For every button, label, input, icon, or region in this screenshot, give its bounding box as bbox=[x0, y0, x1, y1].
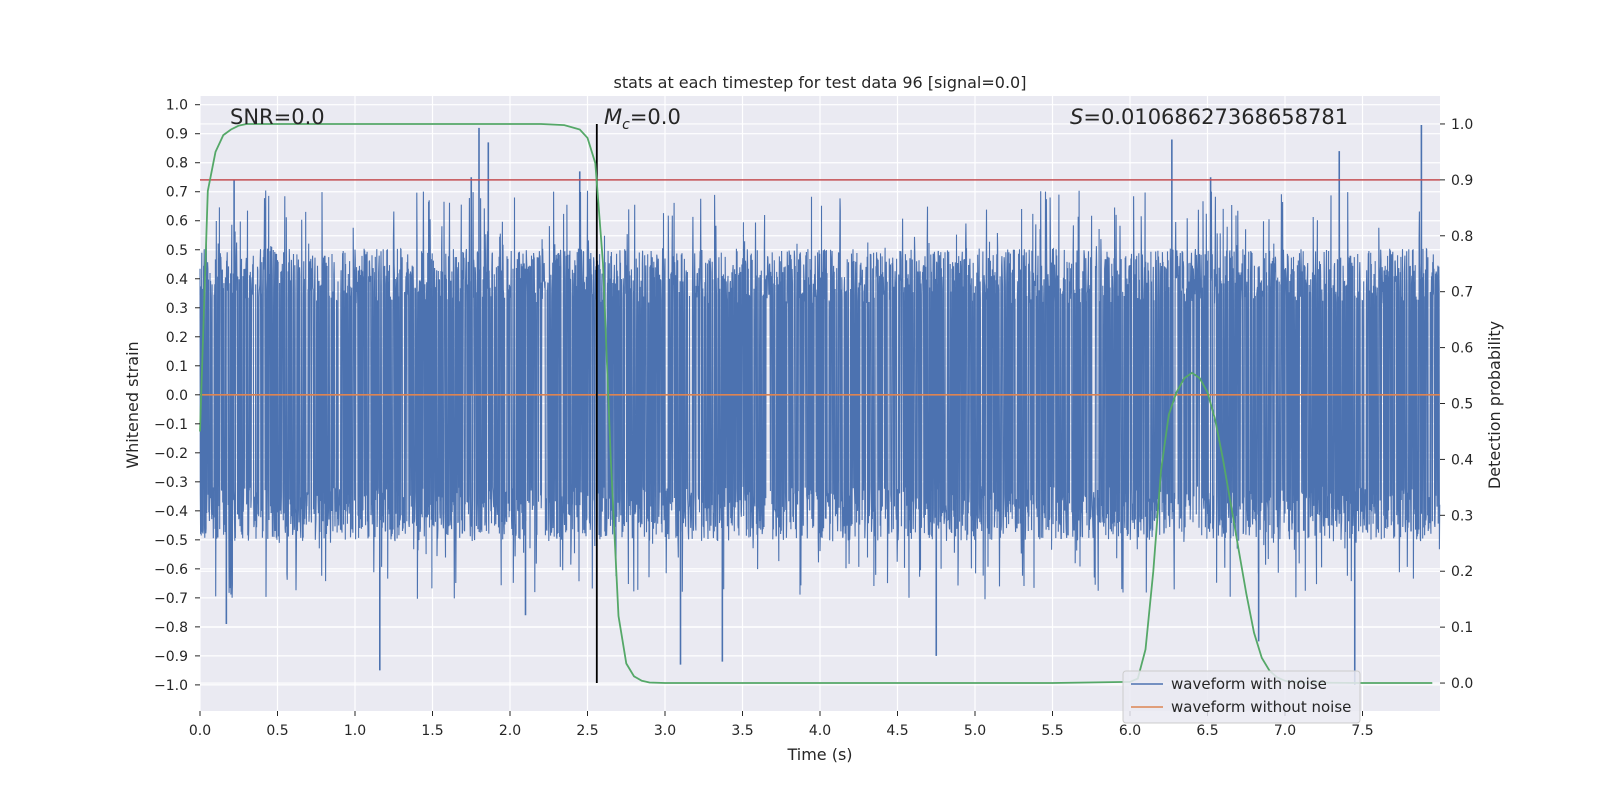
x-tick-label: 0.0 bbox=[189, 723, 211, 739]
x-tick-label: 2.0 bbox=[499, 723, 521, 739]
strain-series bbox=[199, 125, 1441, 685]
legend-box bbox=[1122, 670, 1361, 724]
x-tick-label: 0.5 bbox=[266, 723, 288, 739]
y2-tick-label: 0.8 bbox=[1451, 229, 1473, 245]
y-tick-label: −1.0 bbox=[154, 678, 188, 694]
y-tick-label: 0.5 bbox=[166, 243, 188, 259]
y-tick-label: −0.4 bbox=[154, 504, 188, 520]
x-tick-label: 7.5 bbox=[1351, 723, 1373, 739]
y2-tick-label: 0.0 bbox=[1451, 676, 1473, 692]
y-tick-label: 0.2 bbox=[166, 330, 188, 346]
y-tick-label: −0.6 bbox=[154, 562, 188, 578]
x-tick-label: 5.0 bbox=[964, 723, 986, 739]
y-tick-label: −0.8 bbox=[154, 620, 188, 636]
y-tick-label: 1.0 bbox=[166, 98, 188, 114]
y-tick-label: 0.8 bbox=[166, 156, 188, 172]
y2-tick-label: 0.3 bbox=[1451, 508, 1473, 524]
y-tick-label: 0.4 bbox=[166, 272, 188, 288]
snr-annotation: SNR=0.0 bbox=[230, 105, 325, 129]
y-tick-label: 0.0 bbox=[166, 388, 188, 404]
x-tick-label: 4.5 bbox=[886, 723, 908, 739]
y2-axis-label: Detection probability bbox=[1485, 321, 1504, 489]
y-tick-label: −0.2 bbox=[154, 446, 188, 462]
series-detection-probability bbox=[199, 123, 1433, 684]
y2-tick-label: 0.5 bbox=[1451, 397, 1473, 413]
x-tick-label: 5.5 bbox=[1041, 723, 1063, 739]
y-tick-label: −0.5 bbox=[154, 533, 188, 549]
y-tick-label: 0.7 bbox=[166, 185, 188, 201]
s-annotation: S=0.01068627368658781 bbox=[1070, 105, 1348, 129]
y2-tick-label: 0.2 bbox=[1451, 564, 1473, 580]
mc-annotation: Mc=0.0 bbox=[604, 105, 681, 133]
y-tick-label: 0.3 bbox=[166, 301, 188, 317]
y2-tick-label: 0.7 bbox=[1451, 285, 1473, 301]
overlay bbox=[199, 123, 1440, 684]
y2-tick-label: 0.6 bbox=[1451, 341, 1473, 357]
y2-tick-label: 1.0 bbox=[1451, 117, 1473, 133]
y-tick-label: 0.6 bbox=[166, 214, 188, 230]
legend: waveform with noise waveform without noi… bbox=[1122, 670, 1361, 724]
x-tick-label: 2.5 bbox=[576, 723, 598, 739]
y-axis-label: Whitened strain bbox=[123, 341, 142, 468]
series-waveform-with-noise bbox=[199, 190, 1441, 600]
y-tick-label: −0.7 bbox=[154, 591, 188, 607]
y-tick-label: 0.9 bbox=[166, 127, 188, 143]
x-tick-label: 3.5 bbox=[731, 723, 753, 739]
x-axis-label: Time (s) bbox=[786, 745, 852, 764]
legend-label-noise: waveform with noise bbox=[1171, 675, 1327, 693]
axes: 0.0 0.5 1.0 1.5 2.0 2.5 3.0 3.5 4.0 4.5 5.0 5.5 6.0 6… bbox=[154, 98, 1473, 739]
y-tick-label: 0.1 bbox=[166, 359, 188, 375]
y2-tick-label: 0.9 bbox=[1451, 173, 1473, 189]
x-tick-label: 1.5 bbox=[421, 723, 443, 739]
x-tick-label: 7.0 bbox=[1274, 723, 1296, 739]
y-tick-label: −0.3 bbox=[154, 475, 188, 491]
y-tick-label: −0.1 bbox=[154, 417, 188, 433]
y2-tick-label: 0.1 bbox=[1451, 620, 1473, 636]
x-tick-label: 6.0 bbox=[1119, 723, 1141, 739]
y-tick-label: −0.9 bbox=[154, 649, 188, 665]
chart-title: stats at each timestep for test data 96 … bbox=[614, 73, 1027, 92]
y2-tick-label: 0.4 bbox=[1451, 452, 1473, 468]
x-tick-label: 3.0 bbox=[654, 723, 676, 739]
x-tick-label: 1.0 bbox=[344, 723, 366, 739]
x-tick-label: 6.5 bbox=[1196, 723, 1218, 739]
x-tick-label: 4.0 bbox=[809, 723, 831, 739]
legend-label-clean: waveform without noise bbox=[1171, 698, 1351, 716]
